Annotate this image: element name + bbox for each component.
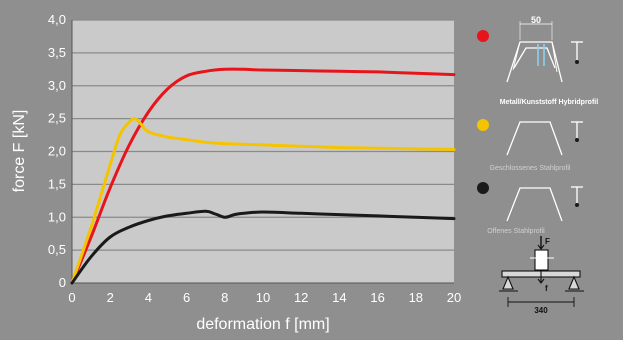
x-tick-label: 10 <box>256 290 270 305</box>
y-tick-label: 3,0 <box>48 78 66 93</box>
series-line-0 <box>70 67 456 285</box>
x-axis-label: deformation f [mm] <box>196 316 329 333</box>
y-tick-label: 4,0 <box>48 12 66 27</box>
y-tick-label: 2,0 <box>48 144 66 159</box>
y-tick-label: 2,5 <box>48 111 66 126</box>
x-tick-label: 18 <box>409 290 423 305</box>
test-rig-force-label: F <box>545 237 550 246</box>
y-tick-labels: 0 0,5 1,0 1,5 2,0 2,5 3,0 3,5 4,0 <box>48 12 66 290</box>
x-tick-label: 6 <box>183 290 190 305</box>
y-axis-label: force F [kN] <box>11 110 28 193</box>
x-tick-label: 0 <box>68 290 75 305</box>
open-profile-sketch <box>506 186 583 222</box>
axes <box>71 20 454 284</box>
load-point-closed <box>575 138 579 142</box>
test-rig-diagram <box>499 236 584 307</box>
legend-caption-closed-steel: Geschlossenes Stahlprofil <box>490 165 571 172</box>
x-tick-label: 8 <box>221 290 228 305</box>
legend-marker-closed-steel <box>477 119 489 131</box>
x-tick-label: 14 <box>332 290 346 305</box>
load-point-open <box>575 203 579 207</box>
x-tick-labels: 0 2 4 6 8 10 12 14 16 18 20 <box>68 290 461 305</box>
hybrid-profile-sketch <box>506 21 583 83</box>
closed-profile-sketch <box>506 121 583 156</box>
y-tick-label: 1,5 <box>48 176 66 191</box>
load-point-hybrid <box>575 60 579 64</box>
x-tick-label: 12 <box>294 290 308 305</box>
legend-caption-hybrid: Metall/Kunststoff Hybridprofil <box>500 99 598 106</box>
legend: 50 Metall/Kunststoff Hybridprofil Geschl… <box>477 15 598 235</box>
series-lines <box>70 67 456 285</box>
y-tick-label: 1,0 <box>48 209 66 224</box>
series-line-1 <box>70 117 456 285</box>
y-tick-label: 3,5 <box>48 45 66 60</box>
x-tick-label: 2 <box>107 290 114 305</box>
x-tick-label: 20 <box>447 290 461 305</box>
legend-dimension-hybrid: 50 <box>531 15 541 25</box>
series-line-2 <box>70 209 456 285</box>
x-tick-label: 16 <box>370 290 384 305</box>
legend-marker-open-steel <box>477 182 489 194</box>
test-rig-span-label: 340 <box>534 306 548 315</box>
test-rig-deflection-label: f <box>545 284 548 293</box>
y-tick-label: 0 <box>59 275 66 290</box>
y-tick-label: 0,5 <box>48 242 66 257</box>
legend-marker-hybrid <box>477 30 489 42</box>
legend-caption-open-steel: Offenes Stahlprofil <box>487 228 545 235</box>
x-tick-label: 4 <box>145 290 152 305</box>
